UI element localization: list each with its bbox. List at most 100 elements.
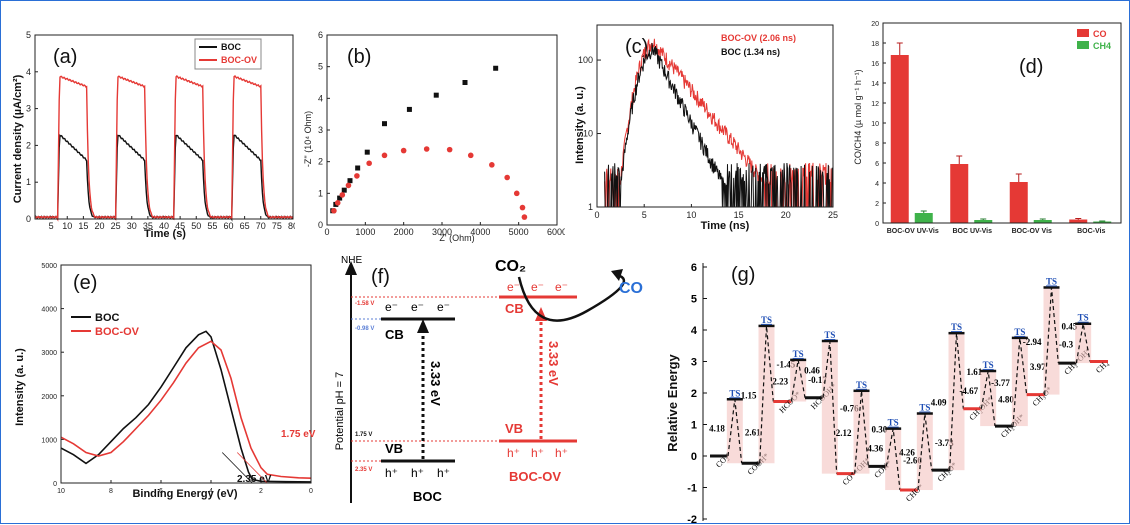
boc-name: BOC [413, 489, 443, 504]
panel-c-series [604, 38, 834, 208]
path-segment [854, 390, 869, 474]
nhe-label: NHE [341, 255, 362, 266]
barrier-shade [916, 413, 933, 491]
x-tick-label: 6000 [547, 227, 565, 237]
y-tick-label: 20 [871, 21, 879, 28]
legend-label-boc-lifetime: BOC (1.34 ns) [721, 47, 780, 57]
legend-swatch-ch4 [1077, 41, 1089, 49]
path-segment [949, 333, 964, 471]
data-point-black [337, 195, 343, 201]
data-point-red [521, 214, 528, 220]
x-tick-label: 70 [256, 221, 266, 231]
x-tick-label: 0 [594, 210, 599, 220]
y-tick-label: 2 [875, 201, 879, 208]
y-tick-label: 3000 [41, 350, 57, 357]
barrier-value: -2.66 [903, 455, 922, 465]
data-point-red [513, 190, 520, 197]
x-tick-label: 45 [175, 221, 185, 231]
panel-a-frame [34, 34, 294, 220]
panel-e-series [60, 330, 312, 484]
panel-e-frame [60, 264, 312, 484]
data-point-black [406, 106, 412, 112]
x-tick-label: 30 [127, 221, 137, 231]
boc-cb-label: CB [385, 327, 404, 342]
xps-curve-boc [60, 330, 312, 483]
x-tick-label: 25 [111, 221, 121, 231]
panel-e-label: (e) [73, 272, 97, 294]
x-tick-label: 15 [78, 221, 88, 231]
y-tick-label: 4 [875, 181, 879, 188]
y-tick-label: 1 [318, 188, 323, 198]
panel-b-frame [326, 34, 558, 226]
panel-d-ticks: 0 2 4 6 8 10 12 14 16 18 20 [871, 21, 886, 228]
panel-e-xlabel: Binding Energy (eV) [132, 488, 237, 500]
series-line-boc [34, 134, 294, 222]
panel-a-ylabel: Current density (µA/cm²) [12, 74, 24, 203]
y-tick-label: 0 [875, 221, 879, 228]
x-tick-label: 2 [259, 488, 263, 495]
barrier-value: -3.73 [935, 438, 954, 448]
panel-d-series: BOC-OV UV-Vis BOC UV-Vis BOC-OV Vis BOC-Vis [887, 42, 1112, 235]
y-tick-label: 0 [26, 214, 31, 224]
category-label: BOC-OV UV-Vis [887, 228, 939, 235]
x-tick-label: 5 [642, 210, 647, 220]
bar-co [1009, 182, 1028, 223]
bar-co [950, 164, 969, 223]
panel-c-ylabel: Intensity (a. u.) [574, 86, 586, 164]
panel-b-chart: (b) -Z'' (10⁴ Ohm) Z' (Ohm) 0 1000 2000 300… [303, 30, 565, 243]
data-point-black [355, 165, 361, 171]
panel-b-xlabel: Z' (Ohm) [439, 233, 474, 243]
y-tick-label: 4 [318, 93, 323, 103]
decay-curve-boc [604, 42, 834, 208]
ov-vb-label: VB [505, 421, 523, 436]
panel-c-xlabel: Time (ns) [701, 220, 750, 232]
y-tick-label: 10 [583, 129, 593, 139]
bar-ch4 [974, 220, 993, 223]
x-tick-label: 6 [159, 488, 163, 495]
ts-label: TS [793, 349, 804, 359]
boc-gap-label: 3.33 eV [428, 361, 443, 406]
data-point-red [467, 152, 474, 159]
ts-label: TS [983, 360, 994, 370]
barrier-value: 4.18 [709, 424, 725, 434]
data-point-black [347, 178, 353, 184]
y-tick-label: 2 [26, 140, 31, 150]
data-point-red [400, 147, 407, 154]
barrier-shade [1011, 337, 1028, 427]
category-label: BOC UV-Vis [952, 228, 992, 235]
y-tick-label: 6 [875, 161, 879, 168]
y-tick-label: 2 [318, 157, 323, 167]
panel-b-ylabel: -Z'' (10⁴ Ohm) [303, 111, 313, 167]
y-tick-label: 8 [875, 141, 879, 148]
x-tick-label: 20 [781, 210, 791, 220]
boc-gap-arrowhead [417, 319, 429, 333]
x-tick-label: 10 [57, 488, 65, 495]
path-segment [917, 413, 933, 491]
xps-curve-boc-ov [60, 340, 312, 479]
x-tick-label: 55 [207, 221, 217, 231]
data-point-red [519, 204, 526, 211]
barrier-value: -1.45 [777, 360, 796, 370]
x-tick-label: 2000 [394, 227, 414, 237]
y-tick-label: 4 [26, 67, 31, 77]
electron-boc-ov: e⁻ [555, 280, 568, 294]
potential-axis-arrow [345, 261, 357, 275]
barrier-value: 2.61 [745, 427, 761, 437]
x-tick-label: 35 [143, 221, 153, 231]
category-label: BOC-Vis [1077, 228, 1105, 235]
y-tick-label: 16 [871, 61, 879, 68]
ts-label: TS [951, 322, 962, 332]
y-tick-label: 2 [691, 388, 697, 400]
bar-co [1069, 219, 1088, 223]
panel-d-label: (d) [1019, 56, 1043, 78]
y-tick-label: 4 [691, 325, 698, 337]
barrier-shade [853, 390, 870, 474]
barrier-value: 1.15 [741, 391, 757, 401]
bar-ch4 [1093, 221, 1112, 223]
x-tick-label: 1000 [355, 227, 375, 237]
x-tick-label: 20 [94, 221, 104, 231]
y-tick-label: 12 [871, 101, 879, 108]
barrier-value: 4.26 [899, 448, 915, 458]
